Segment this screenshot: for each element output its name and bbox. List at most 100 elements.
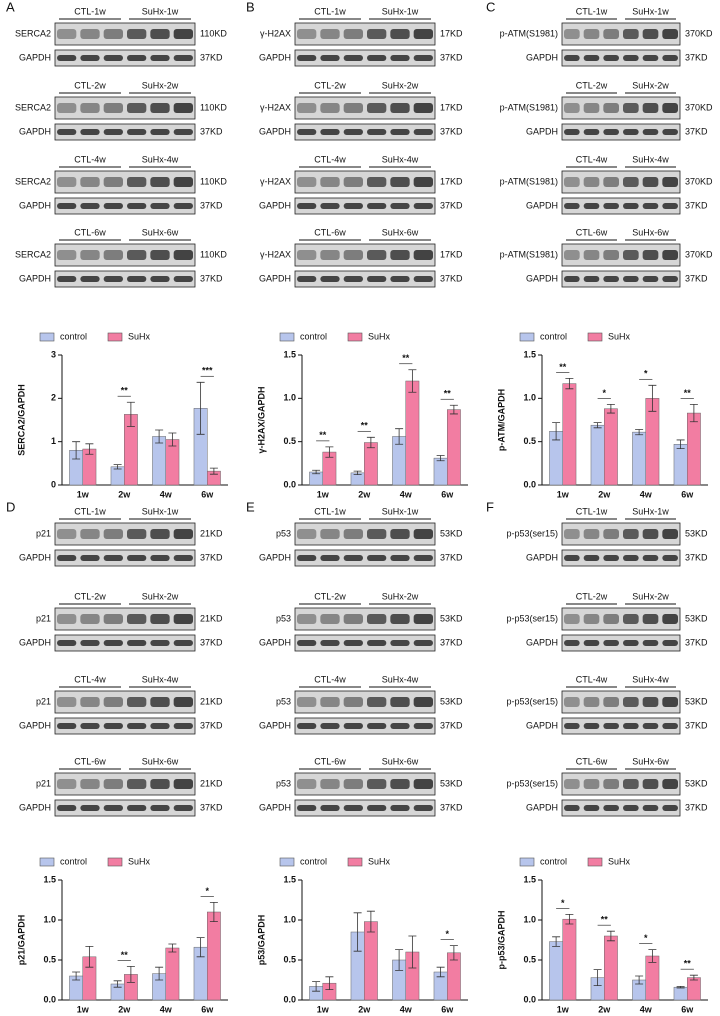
bar xyxy=(364,921,378,1001)
blot-size: 37KD xyxy=(440,200,463,210)
blot-size: 21KD xyxy=(200,528,223,538)
blot-band xyxy=(343,177,363,187)
blot-band xyxy=(662,177,678,187)
y-tick-label: 1.0 xyxy=(523,393,536,403)
bar xyxy=(364,442,378,486)
blot-label: GAPDH xyxy=(259,200,291,210)
blot-strip xyxy=(54,717,196,735)
blot-band xyxy=(642,529,659,539)
blot-strip xyxy=(561,170,681,194)
blot-strip xyxy=(561,123,681,141)
blot-band xyxy=(150,276,170,282)
y-tick-label: 1.5 xyxy=(283,349,296,359)
group-label: SuHx-2w xyxy=(632,591,669,601)
blot-band xyxy=(603,697,619,707)
error-bar xyxy=(85,443,94,455)
blot-label: p21 xyxy=(36,696,51,706)
legend-label: control xyxy=(300,856,327,866)
blot-band xyxy=(173,529,193,539)
blot-band xyxy=(390,29,410,39)
group-label: CTL-1w xyxy=(74,6,106,16)
blot-strip xyxy=(561,690,681,714)
blot-strip xyxy=(54,690,196,714)
blot-band xyxy=(127,529,147,539)
significance-label: ** xyxy=(559,362,567,372)
group-label: SuHx-2w xyxy=(382,591,419,601)
blot-label: GAPDH xyxy=(19,720,51,730)
blot-band xyxy=(320,129,340,135)
blot-band xyxy=(583,203,600,209)
blot-band xyxy=(662,103,678,113)
legend-label: control xyxy=(60,856,87,866)
blot-label: GAPDH xyxy=(259,273,291,283)
blot-label: p-p53(ser15) xyxy=(506,613,558,623)
blot-strip xyxy=(294,22,436,46)
blot-size: 37KD xyxy=(440,637,463,647)
blot-band xyxy=(367,614,387,624)
blot-band xyxy=(320,55,340,61)
blot-band xyxy=(127,555,147,561)
blot-band xyxy=(57,276,77,282)
blot-label: p53 xyxy=(276,778,291,788)
blot-size: 53KD xyxy=(685,528,708,538)
blot-band xyxy=(320,203,340,209)
y-axis-label: p53/GAPDH xyxy=(256,915,266,966)
group-label: CTL-1w xyxy=(314,506,346,516)
blot-strip xyxy=(561,772,681,796)
blot-band xyxy=(367,779,387,789)
blot-band xyxy=(390,779,410,789)
blot-band xyxy=(662,779,678,789)
blot-band xyxy=(662,250,678,260)
blot-band xyxy=(390,640,410,646)
legend-label: SuHx xyxy=(368,856,391,866)
blot-band xyxy=(367,276,387,282)
error-bar xyxy=(449,945,458,961)
panel-letter: D xyxy=(6,499,15,514)
blot-band xyxy=(390,555,410,561)
error-bar xyxy=(113,464,122,470)
blot-strip xyxy=(561,634,681,652)
blot-band xyxy=(623,203,639,209)
blot-band xyxy=(583,805,600,811)
blot-strip xyxy=(54,270,196,288)
blot-band xyxy=(583,697,600,707)
legend-label: control xyxy=(540,331,567,341)
bar xyxy=(110,466,125,486)
blot-label: p-ATM(S1981) xyxy=(500,249,558,259)
x-tick-label: 2w xyxy=(598,1004,611,1014)
group-label: CTL-4w xyxy=(576,154,608,164)
blot-size: 37KD xyxy=(685,200,708,210)
group-label: CTL-2w xyxy=(74,591,106,601)
significance-label: ** xyxy=(684,959,692,969)
panel-letter: E xyxy=(246,499,255,514)
blot-strip xyxy=(561,197,681,215)
blot-band xyxy=(320,723,340,729)
group-label: CTL-2w xyxy=(314,591,346,601)
error-bar xyxy=(196,937,205,958)
blot-band xyxy=(623,555,639,561)
blot-label: p-ATM(S1981) xyxy=(500,176,558,186)
significance-label: ** xyxy=(121,950,129,960)
x-tick-label: 6w xyxy=(441,489,454,499)
blot-band xyxy=(413,529,433,539)
blot-strip xyxy=(54,772,196,796)
blot-label: p21 xyxy=(36,528,51,538)
blot-band xyxy=(564,779,580,789)
blot-band xyxy=(150,177,170,187)
bar xyxy=(165,947,180,1001)
blot-band xyxy=(367,177,387,187)
bar xyxy=(604,935,618,1001)
error-bar xyxy=(312,469,321,475)
blot-band xyxy=(662,55,678,61)
blot-band xyxy=(343,723,363,729)
blot-band xyxy=(367,697,387,707)
blot-band xyxy=(173,276,193,282)
blot-band xyxy=(57,779,77,789)
blot-strip xyxy=(294,96,436,120)
blot-strip xyxy=(294,123,436,141)
blot-size: 37KD xyxy=(200,720,223,730)
group-label: SuHx-4w xyxy=(142,154,179,164)
blot-band xyxy=(297,779,317,789)
blot-size: 53KD xyxy=(440,696,463,706)
blot-band xyxy=(320,177,340,187)
